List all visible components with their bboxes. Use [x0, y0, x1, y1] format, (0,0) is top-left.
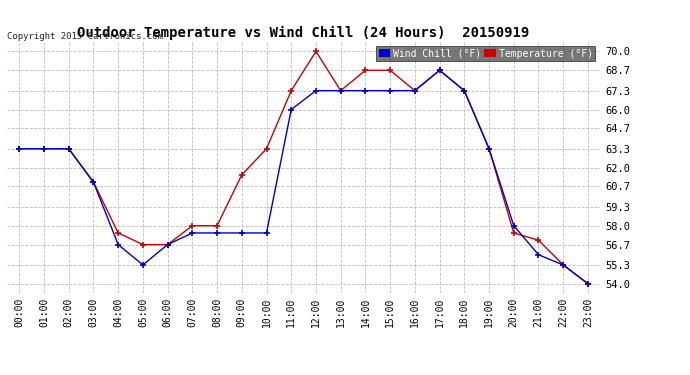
Title: Outdoor Temperature vs Wind Chill (24 Hours)  20150919: Outdoor Temperature vs Wind Chill (24 Ho…: [77, 26, 530, 40]
Text: Copyright 2015 Cartronics.com: Copyright 2015 Cartronics.com: [7, 32, 163, 41]
Legend: Wind Chill (°F), Temperature (°F): Wind Chill (°F), Temperature (°F): [376, 46, 595, 61]
